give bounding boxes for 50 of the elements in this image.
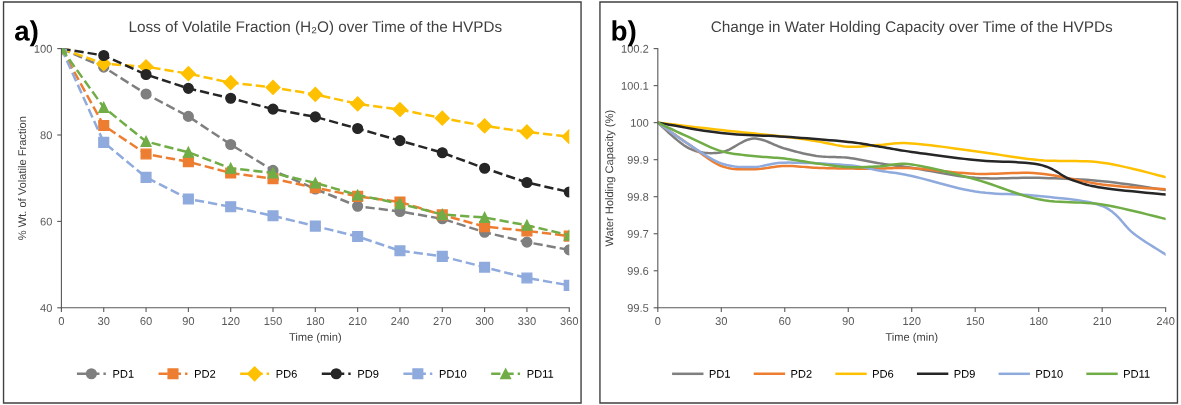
x-tick-label: 180 [1030, 317, 1048, 325]
x-tick-label: 30 [715, 317, 728, 325]
x-axis-title: Time (min) [289, 332, 341, 344]
legend-label: PD1 [113, 370, 134, 378]
legend-label: PD9 [358, 369, 379, 378]
x-tick-label: 300 [475, 317, 494, 325]
x-tick-label: 180 [306, 317, 325, 325]
x-tick-label: 0 [58, 317, 65, 325]
legend-label: PD10 [1036, 369, 1063, 378]
y-tick-label: 80 [40, 131, 52, 140]
y-tick-label: 99.9 [627, 155, 649, 164]
x-tick-label: 120 [903, 317, 921, 325]
x-tick-label: 360 [560, 317, 579, 325]
legend-label: PD6 [873, 369, 894, 378]
x-tick-label: 270 [433, 317, 452, 325]
y-tick-label: 99.8 [627, 192, 649, 201]
legend-label: PD1 [709, 370, 730, 378]
y-tick-label: 100 [631, 118, 649, 127]
x-tick-label: 150 [966, 317, 985, 325]
y-axis-title: Water Holding Capacity (%) [605, 110, 616, 247]
x-tick-label: 210 [348, 317, 367, 325]
legend-label: PD11 [1124, 370, 1150, 378]
x-tick-label: 60 [140, 317, 152, 325]
legend-label: PD11 [527, 370, 554, 378]
x-tick-label: 150 [264, 317, 282, 325]
y-tick-label: 99.5 [627, 304, 649, 312]
y-tick-label: 99.7 [627, 230, 649, 238]
y-tick-label: 100.1 [621, 81, 649, 90]
x-tick-label: 120 [222, 317, 240, 325]
y-tick-label: 40 [40, 304, 52, 312]
x-tick-label: 210 [1093, 317, 1111, 325]
y-tick-label: 60 [40, 217, 52, 226]
chart-title: Loss of Volatile Fraction (H₂O) over Time of the HVPDs [129, 20, 502, 36]
x-tick-label: 240 [1156, 317, 1175, 325]
x-tick-label: 60 [779, 317, 791, 325]
x-axis-title: Time (min) [885, 332, 938, 344]
legend-label: PD6 [276, 369, 297, 378]
x-tick-label: 240 [391, 317, 409, 325]
legend-label: PD2 [791, 369, 812, 378]
y-axis-title: % Wt. of Volatile Fraction [17, 116, 27, 240]
y-tick-label: 99.6 [627, 267, 649, 275]
legend-label: PD10 [439, 369, 467, 378]
legend-label: PD2 [195, 369, 216, 378]
x-tick-label: 30 [97, 317, 110, 325]
legend-label: PD9 [954, 369, 975, 378]
chart-title: Change in Water Holding Capacity over Time of the HVPDs [711, 20, 1113, 36]
x-tick-label: 330 [518, 317, 536, 325]
x-tick-label: 0 [655, 317, 661, 325]
x-tick-label: 90 [182, 317, 195, 325]
x-tick-label: 90 [842, 317, 854, 325]
